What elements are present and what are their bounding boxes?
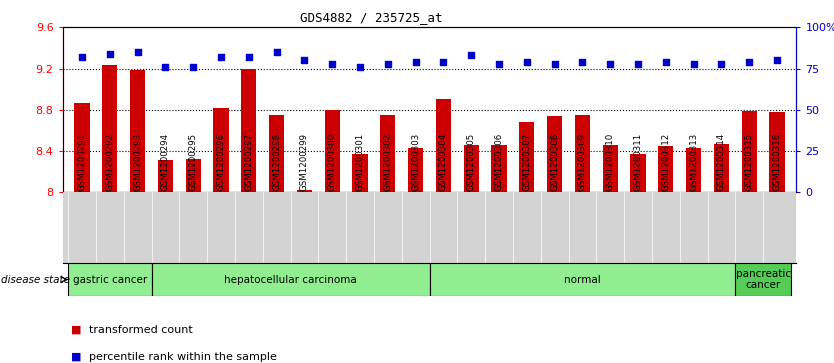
Point: [715, 61, 728, 66]
Bar: [408, 148, 423, 192]
Bar: [714, 144, 729, 192]
Point: [298, 57, 311, 63]
Point: [187, 64, 200, 70]
Point: [75, 54, 88, 60]
Text: GDS4882 / 235725_at: GDS4882 / 235725_at: [299, 11, 442, 24]
Point: [270, 49, 284, 55]
Bar: [741, 111, 757, 192]
Point: [771, 57, 784, 63]
Point: [381, 61, 394, 66]
Point: [437, 59, 450, 65]
Bar: [430, 263, 736, 296]
Bar: [130, 70, 145, 192]
Point: [158, 64, 172, 70]
Bar: [575, 115, 590, 192]
Point: [409, 59, 422, 65]
Bar: [658, 146, 674, 192]
Point: [604, 61, 617, 66]
Text: disease state: disease state: [1, 274, 70, 285]
Point: [242, 54, 255, 60]
Point: [520, 59, 534, 65]
Bar: [241, 69, 256, 192]
Point: [103, 51, 117, 57]
Point: [659, 59, 672, 65]
Bar: [602, 145, 618, 192]
Bar: [185, 159, 201, 192]
Bar: [464, 145, 479, 192]
Text: normal: normal: [564, 274, 600, 285]
Point: [492, 61, 505, 66]
Bar: [631, 154, 646, 192]
Bar: [769, 112, 785, 192]
Text: percentile rank within the sample: percentile rank within the sample: [89, 352, 277, 362]
Bar: [324, 110, 340, 192]
Bar: [380, 115, 395, 192]
Bar: [74, 103, 90, 192]
Text: ■: ■: [71, 325, 82, 335]
Point: [687, 61, 701, 66]
Text: hepatocellular carcinoma: hepatocellular carcinoma: [224, 274, 357, 285]
Bar: [214, 108, 229, 192]
Text: transformed count: transformed count: [89, 325, 193, 335]
Text: ■: ■: [71, 352, 82, 362]
Point: [631, 61, 645, 66]
Bar: [519, 122, 535, 192]
Bar: [547, 116, 562, 192]
Bar: [297, 190, 312, 192]
Bar: [269, 115, 284, 192]
Bar: [102, 65, 118, 192]
Bar: [352, 154, 368, 192]
Bar: [68, 263, 152, 296]
Point: [325, 61, 339, 66]
Bar: [686, 148, 701, 192]
Bar: [158, 160, 173, 192]
Point: [548, 61, 561, 66]
Text: gastric cancer: gastric cancer: [73, 274, 147, 285]
Point: [354, 64, 367, 70]
Point: [465, 52, 478, 58]
Bar: [152, 263, 430, 296]
Text: pancreatic
cancer: pancreatic cancer: [736, 269, 791, 290]
Bar: [736, 263, 791, 296]
Point: [131, 49, 144, 55]
Point: [742, 59, 756, 65]
Bar: [435, 99, 451, 192]
Bar: [491, 145, 507, 192]
Point: [214, 54, 228, 60]
Point: [575, 59, 589, 65]
